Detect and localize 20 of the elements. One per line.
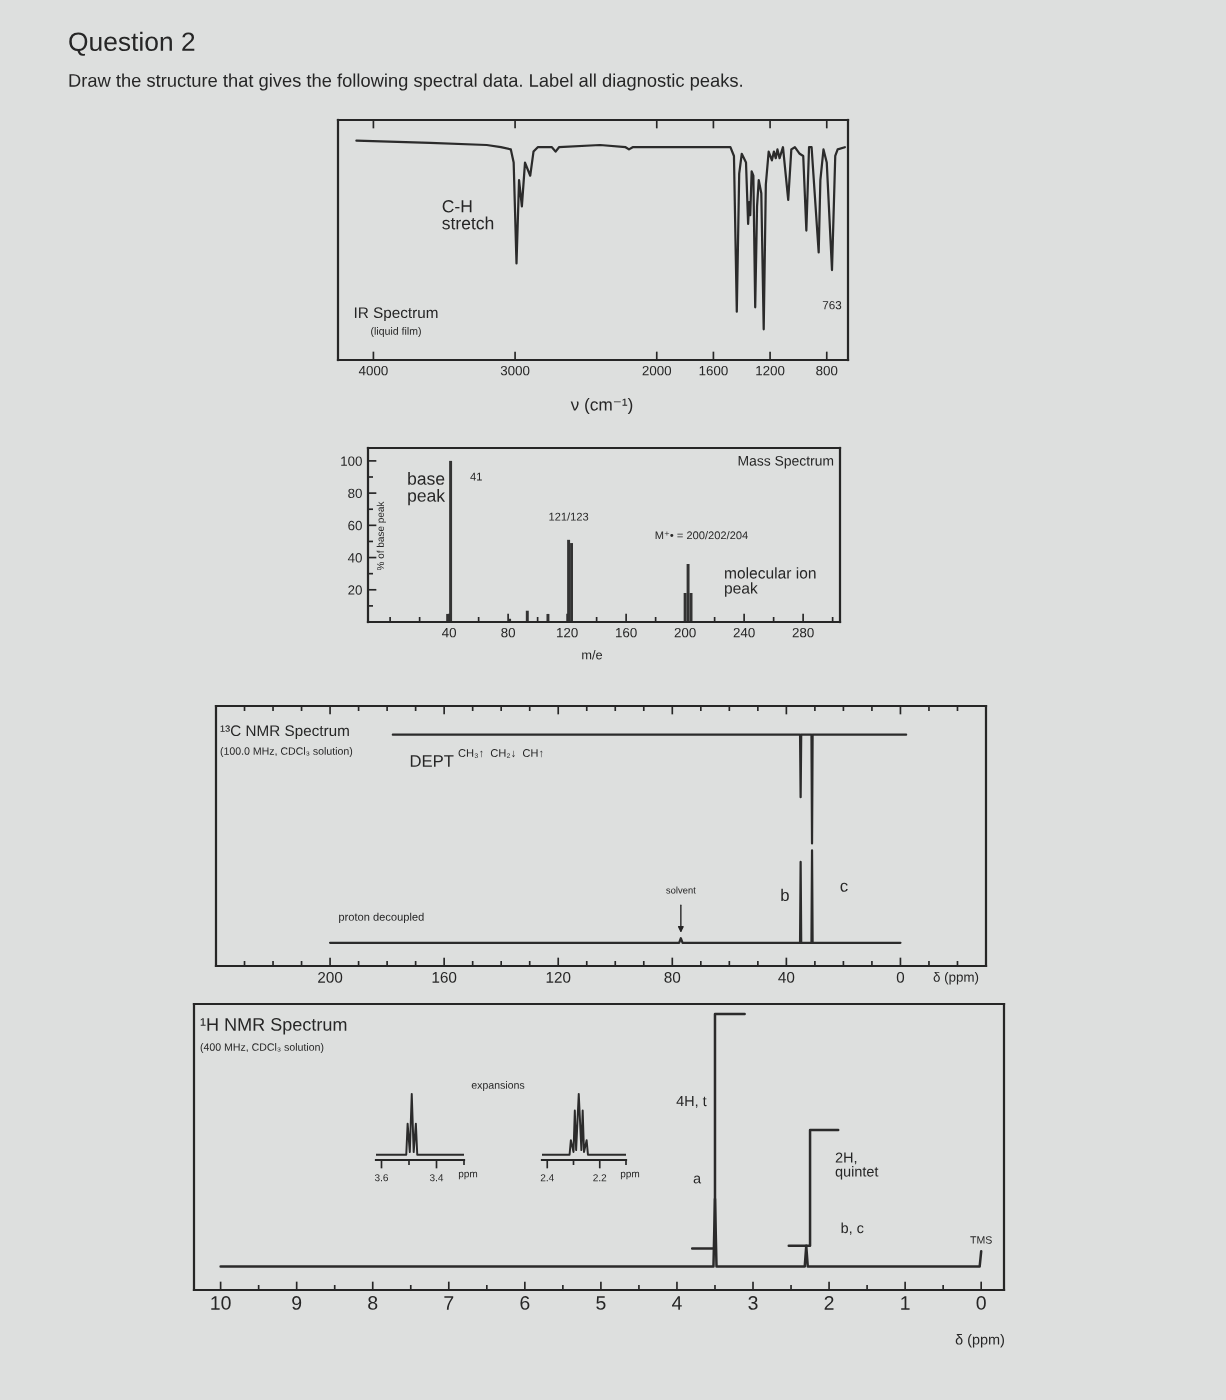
- x-tick-label: 8: [368, 1296, 378, 1310]
- annotation: C-H stretch: [442, 200, 494, 230]
- x-tick-label: 5: [596, 1296, 606, 1310]
- x-axis-title: ν (cm⁻¹): [570, 398, 633, 415]
- x-tick-label: 3: [748, 1296, 758, 1310]
- x-tick-label: 2: [824, 1296, 834, 1310]
- annotation: b: [781, 888, 789, 902]
- x-tick-label: 0: [976, 1296, 986, 1310]
- x-tick-label: 9: [292, 1296, 302, 1310]
- annotation: base peak: [408, 472, 446, 506]
- series-label: DEPT: [410, 755, 454, 767]
- text: Draw the structure that gives the following spectral data. Label all diagnostic peaks.: [69, 73, 742, 91]
- x-tick-label: 4: [672, 1296, 682, 1310]
- x-tick-label: 7: [444, 1296, 454, 1310]
- x-tick-label: 1: [901, 1296, 910, 1310]
- x-tick-label: 6: [520, 1296, 530, 1310]
- text: Question 2: [69, 31, 195, 56]
- x-tick-label: 10: [211, 1296, 231, 1310]
- chart-title: ¹H NMR Spectrum: [200, 1018, 347, 1035]
- annotation: c: [840, 882, 848, 892]
